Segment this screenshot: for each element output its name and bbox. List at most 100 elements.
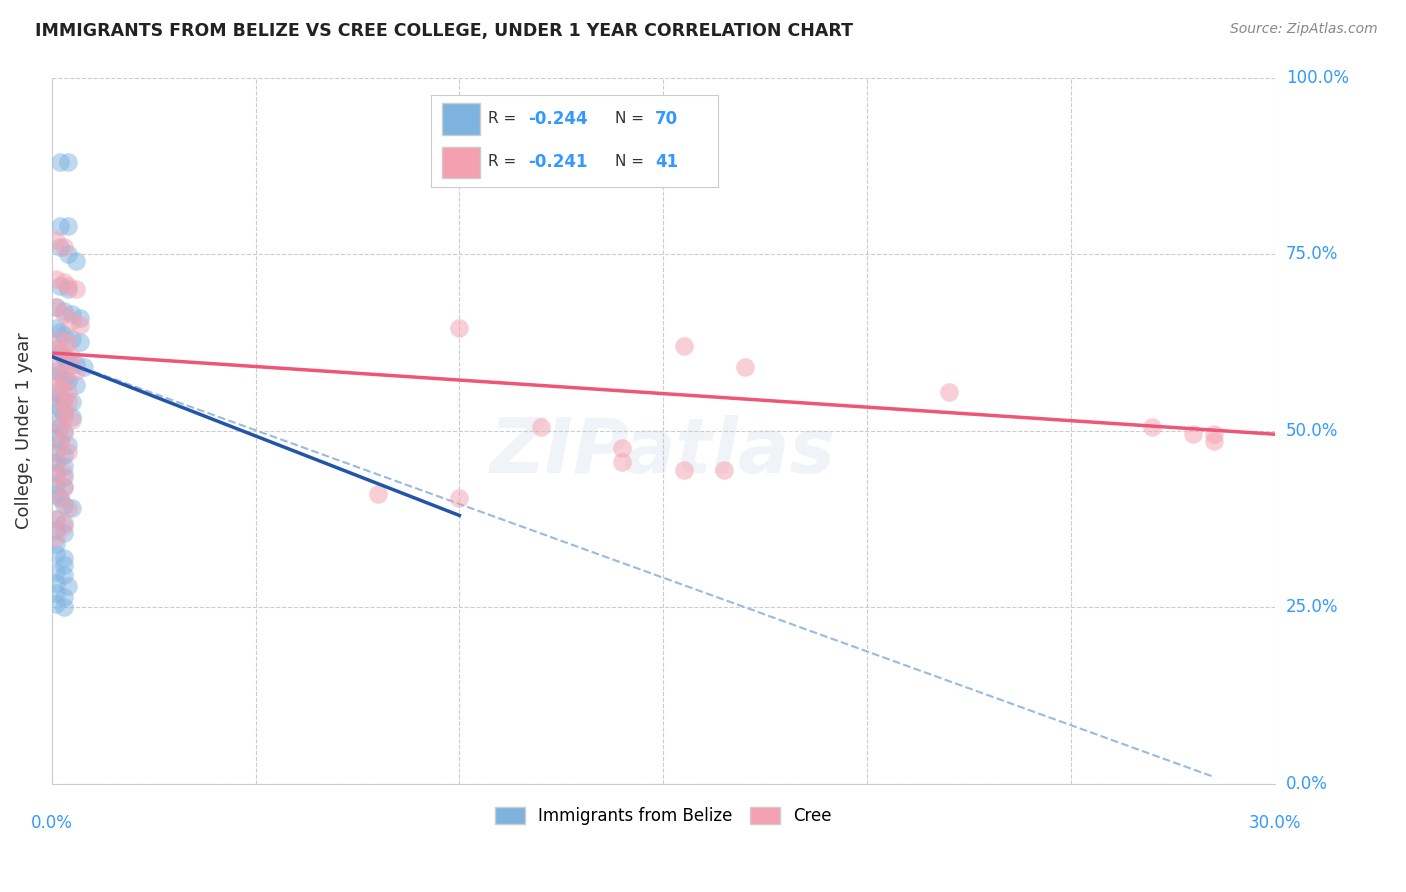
Point — [45, 476, 67, 491]
Point — [49, 434, 72, 449]
Point — [45, 417, 67, 431]
Point — [56, 374, 79, 388]
Point — [53, 516, 76, 530]
Point — [73, 360, 96, 375]
Point — [49, 392, 72, 406]
Point — [56, 278, 79, 293]
Point — [53, 590, 76, 604]
Point — [53, 466, 76, 480]
Point — [60, 395, 83, 409]
Point — [53, 328, 76, 343]
Point — [49, 278, 72, 293]
Point — [45, 469, 67, 483]
Point — [53, 558, 76, 572]
Point — [53, 350, 76, 364]
Point — [56, 395, 79, 409]
Point — [45, 455, 67, 469]
Point — [53, 392, 76, 406]
Point — [53, 276, 76, 290]
Point — [49, 402, 72, 417]
Point — [53, 402, 76, 417]
Point — [56, 501, 79, 516]
Point — [60, 409, 83, 424]
Point — [612, 455, 634, 469]
Point — [49, 240, 72, 254]
Point — [53, 480, 76, 494]
Point — [45, 530, 67, 544]
Point — [56, 247, 79, 261]
Point — [49, 388, 72, 402]
Point — [53, 409, 76, 424]
Point — [60, 307, 83, 321]
Text: 0.0%: 0.0% — [31, 814, 73, 832]
Point — [60, 350, 83, 364]
Point — [53, 550, 76, 565]
Text: 30.0%: 30.0% — [1249, 814, 1301, 832]
Point — [53, 458, 76, 473]
Point — [56, 219, 79, 233]
Point — [672, 462, 695, 476]
Point — [53, 406, 76, 420]
Point — [53, 240, 76, 254]
Point — [53, 424, 76, 438]
Text: 50.0%: 50.0% — [1286, 422, 1339, 440]
Point — [53, 568, 76, 582]
Point — [60, 332, 83, 346]
Point — [60, 501, 83, 516]
Point — [1202, 434, 1225, 449]
Point — [60, 413, 83, 427]
Point — [53, 469, 76, 483]
Point — [938, 384, 960, 399]
Point — [530, 420, 553, 434]
Point — [1202, 427, 1225, 442]
Point — [49, 325, 72, 339]
Legend: Immigrants from Belize, Cree: Immigrants from Belize, Cree — [488, 800, 838, 832]
Point — [53, 427, 76, 442]
Point — [49, 219, 72, 233]
Point — [56, 384, 79, 399]
Point — [49, 420, 72, 434]
Text: 75.0%: 75.0% — [1286, 245, 1339, 263]
Point — [49, 491, 72, 505]
Point — [45, 300, 67, 314]
Text: Source: ZipAtlas.com: Source: ZipAtlas.com — [1230, 22, 1378, 37]
Point — [49, 332, 72, 346]
Text: ZIPatlas: ZIPatlas — [491, 415, 837, 489]
Point — [56, 353, 79, 368]
Point — [53, 498, 76, 512]
Point — [53, 307, 76, 321]
Point — [45, 547, 67, 561]
Point — [367, 487, 389, 501]
Point — [53, 303, 76, 318]
Point — [45, 487, 67, 501]
Point — [69, 335, 91, 350]
Point — [49, 491, 72, 505]
Point — [65, 364, 87, 378]
Point — [45, 575, 67, 590]
Point — [713, 462, 735, 476]
Point — [49, 346, 72, 360]
Point — [45, 466, 67, 480]
Text: 0.0%: 0.0% — [1286, 775, 1327, 793]
Point — [45, 455, 67, 469]
Point — [734, 360, 756, 375]
Point — [56, 445, 79, 459]
Point — [53, 370, 76, 384]
Point — [45, 384, 67, 399]
Point — [449, 321, 471, 335]
Point — [45, 364, 67, 378]
Point — [56, 360, 79, 375]
Point — [449, 491, 471, 505]
Point — [45, 597, 67, 611]
Point — [65, 282, 87, 296]
Point — [56, 282, 79, 296]
Point — [45, 565, 67, 579]
Point — [45, 370, 67, 384]
Point — [45, 445, 67, 459]
Point — [53, 374, 76, 388]
Point — [53, 519, 76, 533]
Text: IMMIGRANTS FROM BELIZE VS CREE COLLEGE, UNDER 1 YEAR CORRELATION CHART: IMMIGRANTS FROM BELIZE VS CREE COLLEGE, … — [35, 22, 853, 40]
Point — [45, 523, 67, 537]
Point — [69, 310, 91, 325]
Point — [45, 321, 67, 335]
